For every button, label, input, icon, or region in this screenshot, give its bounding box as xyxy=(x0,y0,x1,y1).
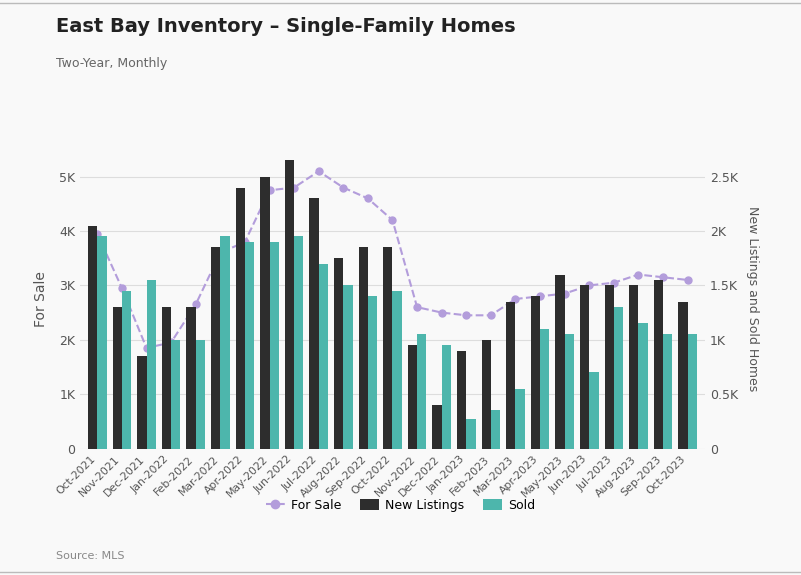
Bar xyxy=(614,307,623,448)
For Sale xyxy=(142,344,151,351)
For Sale xyxy=(117,285,127,292)
For Sale xyxy=(339,184,348,191)
Bar xyxy=(506,302,516,448)
For Sale xyxy=(511,296,521,302)
Bar xyxy=(334,258,344,448)
Bar xyxy=(269,242,279,448)
Bar xyxy=(260,177,269,448)
Bar xyxy=(162,307,171,448)
Bar xyxy=(605,285,614,448)
Bar xyxy=(137,356,147,448)
Bar xyxy=(284,160,294,448)
Bar xyxy=(678,302,688,448)
Bar xyxy=(147,280,156,448)
Bar xyxy=(294,236,304,448)
For Sale xyxy=(486,312,496,319)
Bar xyxy=(187,307,195,448)
Bar xyxy=(359,247,368,448)
Bar xyxy=(441,345,451,448)
Bar xyxy=(408,345,417,448)
Bar xyxy=(309,198,319,448)
Bar xyxy=(540,329,549,448)
Y-axis label: For Sale: For Sale xyxy=(34,271,48,327)
Bar xyxy=(319,264,328,448)
Bar xyxy=(491,411,501,448)
For Sale xyxy=(264,187,274,194)
For Sale xyxy=(437,309,446,316)
Line: For Sale: For Sale xyxy=(94,168,691,351)
Bar xyxy=(235,187,245,448)
Bar xyxy=(392,291,402,448)
Bar xyxy=(195,340,205,448)
For Sale xyxy=(289,184,299,191)
For Sale xyxy=(167,339,176,346)
Bar xyxy=(531,296,540,448)
For Sale xyxy=(191,301,200,308)
For Sale xyxy=(240,239,250,246)
Bar xyxy=(344,285,352,448)
Bar xyxy=(171,340,180,448)
For Sale xyxy=(560,290,570,297)
Bar xyxy=(457,351,466,448)
Text: East Bay Inventory – Single-Family Homes: East Bay Inventory – Single-Family Homes xyxy=(56,17,516,36)
For Sale xyxy=(215,250,225,256)
For Sale xyxy=(388,217,397,224)
For Sale xyxy=(461,312,471,319)
Bar xyxy=(481,340,491,448)
Text: Source: MLS: Source: MLS xyxy=(56,551,125,561)
Bar xyxy=(590,373,598,448)
For Sale xyxy=(658,274,668,281)
Bar xyxy=(97,236,107,448)
Bar xyxy=(555,274,565,448)
For Sale xyxy=(413,304,422,310)
Bar xyxy=(466,419,476,448)
Bar xyxy=(516,389,525,449)
For Sale xyxy=(92,231,102,237)
For Sale xyxy=(585,282,594,289)
Bar xyxy=(688,334,697,448)
Bar xyxy=(580,285,590,448)
Bar xyxy=(88,225,97,448)
Bar xyxy=(122,291,131,448)
For Sale xyxy=(314,168,324,175)
Bar xyxy=(220,236,230,448)
Text: Two-Year, Monthly: Two-Year, Monthly xyxy=(56,58,167,71)
Bar xyxy=(383,247,392,448)
Bar xyxy=(245,242,254,448)
Bar xyxy=(654,280,663,448)
For Sale xyxy=(683,277,693,283)
Y-axis label: New Listings and Sold Homes: New Listings and Sold Homes xyxy=(746,206,759,392)
Bar xyxy=(113,307,122,448)
Bar xyxy=(629,285,638,448)
Bar xyxy=(211,247,220,448)
Legend: For Sale, New Listings, Sold: For Sale, New Listings, Sold xyxy=(261,494,540,517)
Bar xyxy=(638,324,648,448)
Bar xyxy=(368,296,377,448)
Bar xyxy=(433,405,441,448)
Bar xyxy=(565,334,574,448)
For Sale xyxy=(535,293,545,300)
Bar xyxy=(663,334,672,448)
For Sale xyxy=(609,279,618,286)
Bar xyxy=(417,334,426,448)
For Sale xyxy=(634,271,643,278)
For Sale xyxy=(363,195,372,202)
